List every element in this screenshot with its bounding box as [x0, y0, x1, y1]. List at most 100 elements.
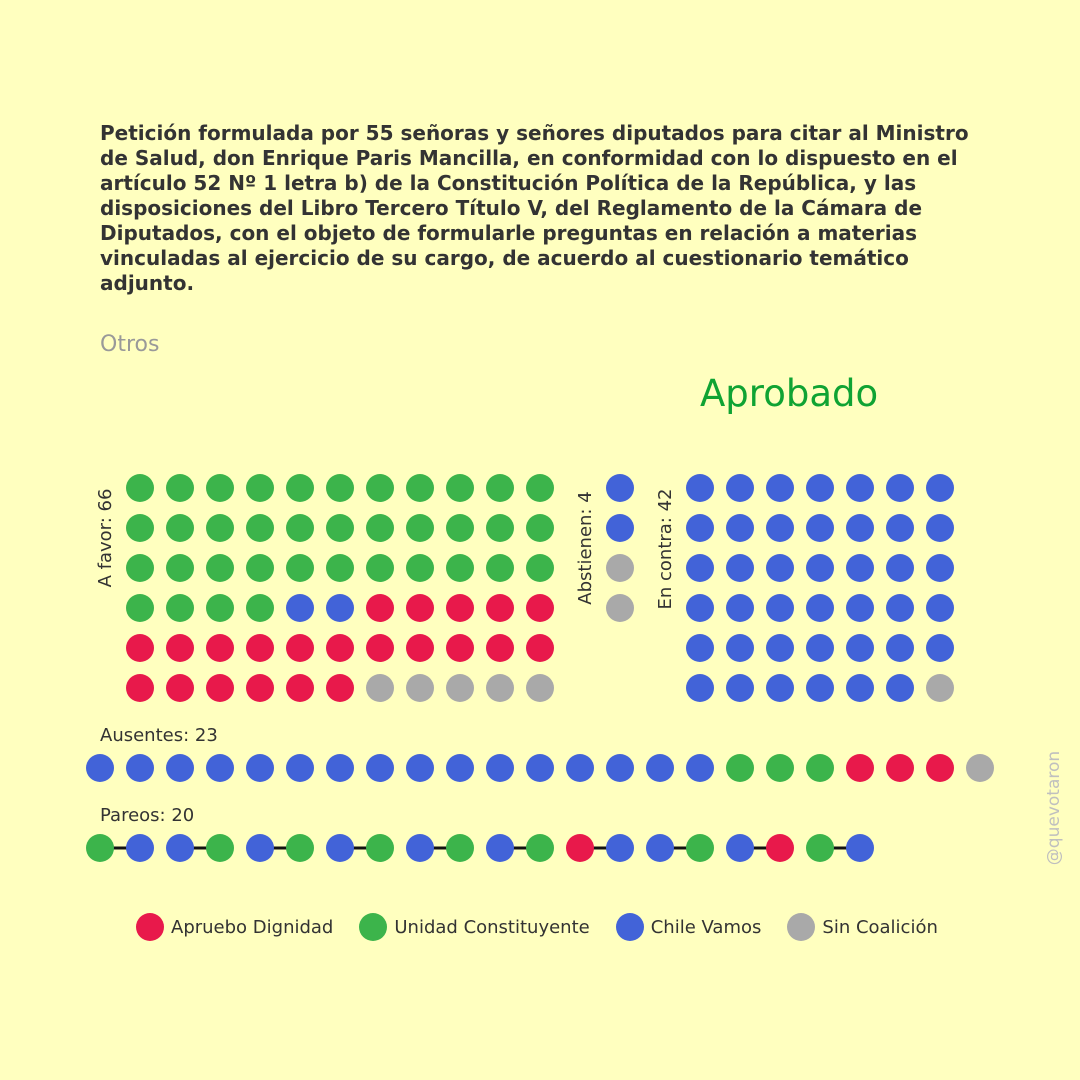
contra-dot-chile	[846, 474, 874, 502]
ausentes-dot-apruebo	[846, 754, 874, 782]
favor-dot-unidad	[206, 554, 234, 582]
ausentes-dot-chile	[606, 754, 634, 782]
pareos-dot-chile	[166, 834, 194, 862]
legend-label-unidad: Unidad Constituyente	[394, 916, 590, 938]
legend-item-sin: Sin Coalición	[787, 913, 938, 941]
pareos-dot-chile	[246, 834, 274, 862]
favor-dot-unidad	[366, 474, 394, 502]
favor-dot-apruebo	[286, 674, 314, 702]
contra-dot-chile	[846, 514, 874, 542]
favor-dot-unidad	[366, 514, 394, 542]
abstienen-label: Abstienen: 4	[575, 491, 596, 604]
favor-dot-unidad	[286, 554, 314, 582]
favor-dot-apruebo	[446, 634, 474, 662]
pareos-dot-unidad	[206, 834, 234, 862]
contra-dot-chile	[926, 514, 954, 542]
ausentes-dot-chile	[166, 754, 194, 782]
vote-result: Aprobado	[700, 372, 879, 415]
contra-dot-chile	[686, 674, 714, 702]
contra-dot-chile	[926, 634, 954, 662]
pareos-dot-unidad	[86, 834, 114, 862]
legend-label-chile: Chile Vamos	[650, 916, 762, 938]
ausentes-dot-chile	[326, 754, 354, 782]
favor-dot-unidad	[326, 514, 354, 542]
contra-dot-chile	[766, 554, 794, 582]
favor-dot-unidad	[486, 554, 514, 582]
contra-dot-chile	[886, 634, 914, 662]
contra-dot-chile	[686, 474, 714, 502]
favor-dot-apruebo	[486, 594, 514, 622]
favor-dot-unidad	[166, 554, 194, 582]
favor-dot-unidad	[126, 594, 154, 622]
pareos-dot-apruebo	[566, 834, 594, 862]
favor-dot-unidad	[246, 474, 274, 502]
legend-swatch-apruebo	[136, 913, 164, 941]
pareos-label: Pareos: 20	[100, 805, 194, 826]
legend-swatch-sin	[787, 913, 816, 941]
contra-dot-chile	[886, 594, 914, 622]
watermark: @quevotaron	[1044, 750, 1064, 866]
contra-dot-chile	[926, 594, 954, 622]
contra-dot-chile	[806, 474, 834, 502]
favor-dot-apruebo	[206, 674, 234, 702]
pareos-dot-chile	[726, 834, 754, 862]
favor-dot-apruebo	[246, 674, 274, 702]
favor-dot-apruebo	[486, 634, 514, 662]
favor-dot-apruebo	[126, 674, 154, 702]
favor-dot-unidad	[126, 514, 154, 542]
legend-swatch-chile	[615, 913, 644, 941]
favor-dot-apruebo	[166, 674, 194, 702]
contra-dot-chile	[806, 514, 834, 542]
abstienen-dot-sin	[606, 554, 634, 582]
contra-dot-chile	[926, 474, 954, 502]
ausentes-dot-apruebo	[886, 754, 914, 782]
contra-dot-chile	[886, 674, 914, 702]
ausentes-dot-chile	[486, 754, 514, 782]
ausentes-dot-chile	[526, 754, 554, 782]
vote-dot-chart: A favor: 66 Abstienen: 4 En contra: 42 Ause…	[86, 474, 994, 862]
contra-dot-chile	[726, 514, 754, 542]
favor-dot-apruebo	[406, 634, 434, 662]
favor-dot-unidad	[526, 514, 554, 542]
favor-dot-apruebo	[166, 634, 194, 662]
contra-dot-chile	[886, 474, 914, 502]
ausentes-dot-chile	[206, 754, 234, 782]
contra-dot-chile	[926, 554, 954, 582]
contra-dot-chile	[806, 634, 834, 662]
contra-dot-chile	[846, 634, 874, 662]
contra-dot-sin	[926, 674, 954, 702]
favor-dot-unidad	[446, 554, 474, 582]
favor-dot-unidad	[406, 514, 434, 542]
favor-dot-apruebo	[126, 634, 154, 662]
favor-dot-sin	[486, 674, 514, 702]
favor-dot-unidad	[406, 474, 434, 502]
pareos-dot-unidad	[446, 834, 474, 862]
favor-dot-unidad	[326, 554, 354, 582]
favor-dot-apruebo	[526, 594, 554, 622]
contra-dot-chile	[686, 634, 714, 662]
contra-dot-chile	[686, 554, 714, 582]
abstienen-dot-chile	[606, 514, 634, 542]
favor-label: A favor: 66	[95, 489, 116, 588]
favor-dot-unidad	[526, 554, 554, 582]
favor-dot-sin	[446, 674, 474, 702]
favor-dot-sin	[406, 674, 434, 702]
ausentes-dot-chile	[246, 754, 274, 782]
pareos-dot-unidad	[286, 834, 314, 862]
favor-dot-unidad	[246, 514, 274, 542]
legend-item-chile: Chile Vamos	[615, 913, 762, 941]
ausentes-dot-chile	[686, 754, 714, 782]
contra-dot-chile	[806, 594, 834, 622]
pareos-dot-chile	[406, 834, 434, 862]
legend: Apruebo Dignidad Unidad Constituyente Ch…	[136, 912, 964, 942]
contra-label: En contra: 42	[655, 489, 676, 610]
favor-dot-apruebo	[326, 634, 354, 662]
contra-dot-chile	[726, 674, 754, 702]
favor-dot-unidad	[166, 474, 194, 502]
favor-dot-unidad	[406, 554, 434, 582]
contra-dot-chile	[686, 514, 714, 542]
contra-dot-chile	[726, 554, 754, 582]
pareos-dot-unidad	[366, 834, 394, 862]
ausentes-dot-apruebo	[926, 754, 954, 782]
favor-dot-unidad	[206, 474, 234, 502]
